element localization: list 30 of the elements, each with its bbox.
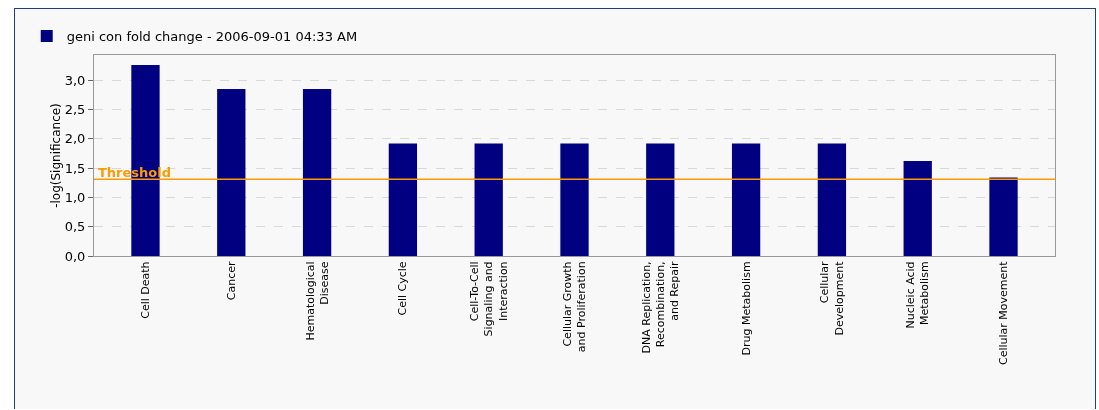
x-tick-label: Cellular Movement (997, 260, 1011, 366)
bar (646, 143, 675, 256)
bar (817, 143, 847, 256)
y-tick-label: 2,5 (64, 102, 86, 118)
x-tick-label: Cell Death (139, 261, 153, 319)
y-tick-label: 0,0 (64, 248, 86, 264)
x-tick-label: Cell Cycle (396, 261, 410, 316)
bar (302, 88, 332, 256)
y-tick-label: 1,5 (64, 160, 86, 176)
x-tick-label: Cellular Development (818, 260, 846, 336)
y-tick-label: 1,0 (64, 189, 86, 205)
bar (903, 161, 932, 256)
x-tick-label: Cellular Growth and Proliferation (560, 261, 589, 353)
x-tick-label: Cancer (224, 260, 238, 301)
x-tick-label: Hematological Disease (303, 261, 331, 341)
bar (560, 143, 589, 256)
y-tick-label: 0,5 (64, 219, 86, 235)
bar (731, 143, 761, 256)
x-tick-label: Cell-To-Cell Signaling and Interaction (467, 261, 510, 337)
bar (388, 143, 418, 256)
y-tick-label: 2,0 (64, 131, 86, 147)
bar (474, 143, 503, 256)
x-tick-label: DNA Replication, Recombination, and Repair (639, 260, 682, 354)
bar (989, 177, 1018, 256)
bar (217, 88, 246, 256)
legend-label: geni con fold change - 2006-09-01 04:33 AM (66, 29, 358, 44)
y-tick-label: 3,0 (64, 72, 86, 88)
x-tick-label: Drug Metabolism (739, 261, 753, 356)
x-tick-label: Nucleic Acid Metabolism (904, 261, 932, 329)
y-axis-title: -log(Significance) (48, 103, 63, 208)
